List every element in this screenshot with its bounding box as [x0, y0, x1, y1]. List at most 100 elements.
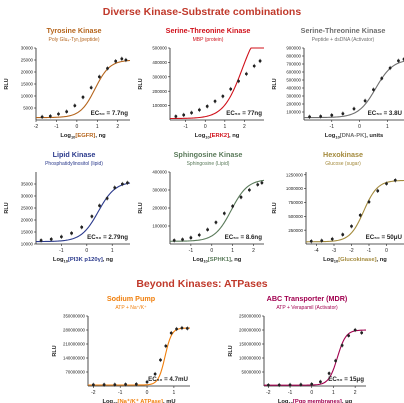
chart-hexokinase: Hexokinase Glucose (sugar) -4 -3 -2 -1 0 250000… [272, 150, 404, 264]
x-tick-label: 0 [385, 248, 388, 254]
data-point [244, 72, 248, 76]
data-point [309, 239, 313, 243]
y-tick-label: 200000 [152, 206, 167, 211]
x-axis-label-highlight: [Pgp membranes] [293, 399, 342, 403]
x-axis-label-highlight: [ERK2] [210, 133, 229, 139]
y-tick-label: 20000 [21, 70, 34, 75]
data-point [288, 383, 292, 387]
chart-title: Lipid Kinase [53, 150, 96, 159]
data-point [175, 327, 178, 331]
data-point [247, 188, 251, 192]
y-tick-label: 300000 [152, 188, 167, 193]
y-tick-label: 500000 [288, 214, 303, 219]
x-axis-label-suffix: , ng [229, 133, 240, 139]
x-axis-label: Log10[Pgp membranes], μg [278, 399, 353, 403]
chart-sodium-pump: Sodium Pump ATP + Na⁺/K⁺ -2 -1 0 1 70000000 140… [52, 294, 191, 403]
x-axis-label: Log10[Glucokinase], ng [323, 257, 387, 264]
x-tick-label: 0 [210, 248, 213, 254]
chart-title: Tyrosine Kinase [47, 26, 102, 35]
data-point [239, 195, 243, 199]
chart-subtitle: Sphingosine (Lipid) [187, 161, 230, 167]
data-point [330, 113, 334, 117]
y-tick-label: 250000000 [239, 314, 262, 319]
data-point [319, 380, 322, 384]
data-point [363, 99, 367, 103]
data-point [237, 79, 240, 83]
y-axis-label: RLU [272, 78, 278, 89]
x-tick-label: -1 [367, 248, 372, 254]
data-point [97, 75, 101, 79]
fit-curve [306, 179, 404, 243]
x-tick-label: -1 [189, 248, 194, 254]
x-tick-label: 2 [354, 390, 357, 396]
data-point [89, 86, 93, 89]
data-point [181, 238, 184, 241]
y-axis-label: RLU [272, 202, 278, 213]
x-axis-label-prefix: Log [195, 133, 206, 139]
data-point [124, 383, 127, 386]
y-tick-label: 1250000 [286, 172, 304, 177]
chart-subtitle: ATP + Verapamil (Activator) [276, 305, 338, 311]
x-tick-label: 1 [96, 124, 99, 130]
y-tick-label: 15000 [21, 82, 34, 87]
x-tick-label: -3 [332, 248, 337, 254]
y-tick-label: 10000 [21, 94, 34, 99]
x-axis-label-prefix: Log [325, 133, 336, 139]
x-axis-label-highlight: [Glucokinase] [338, 257, 376, 263]
ec50-annotation: EC₅₀ = 77ng [226, 110, 262, 117]
data-point [124, 58, 128, 62]
x-tick-label: -2 [34, 124, 39, 130]
data-point [277, 383, 281, 387]
data-point [120, 182, 124, 186]
data-point [180, 326, 184, 330]
y-tick-label: 600000 [286, 70, 301, 75]
data-point [174, 115, 178, 118]
y-tick-label: 280000000 [63, 328, 86, 333]
chart-serine-threonine-dnapk: Serine-Threonine Kinase Peptide + dsDNA (… [272, 26, 404, 140]
x-axis-label-subscript: 10 [113, 401, 118, 403]
ec50-annotation: EC₅₀ = 2.79ng [87, 234, 128, 241]
data-point [341, 233, 345, 236]
x-tick-label: -1 [59, 248, 64, 254]
data-point [40, 115, 44, 119]
x-axis-label: Log10[DNA-PK], units [325, 133, 384, 140]
data-point [172, 239, 176, 242]
x-axis-label-subscript: 10 [335, 135, 340, 140]
data-point [319, 115, 323, 118]
chart-abc-transporter: ABC Transporter (MDR) ATP + Verapamil (Ac… [228, 294, 367, 403]
fit-curve [170, 179, 265, 242]
chart-title: ABC Transporter (MDR) [267, 294, 348, 303]
y-axis-label: RLU [138, 78, 144, 89]
x-tick-label: -4 [314, 248, 319, 254]
x-axis-label-suffix: , ng [103, 257, 114, 263]
data-point [213, 99, 217, 103]
x-axis-label-suffix: , ng [377, 257, 388, 263]
data-point [65, 110, 69, 113]
ec50-annotation: EC₅₀ = 50μU [366, 234, 403, 241]
data-point [90, 215, 94, 218]
y-tick-label: 35000 [21, 182, 34, 187]
section-title-kinases: Diverse Kinase-Substrate combinations [102, 6, 302, 18]
x-axis-label: Log10[PI3K p120γ], ng [53, 257, 114, 264]
x-axis-label: Log10[ERK2], ng [195, 133, 240, 140]
x-axis-label-subscript: 10 [203, 259, 208, 264]
chart-title: Sphingosine Kinase [174, 150, 243, 159]
y-axis-label: RLU [138, 202, 144, 213]
data-point [308, 115, 311, 119]
x-axis-label-highlight: [EGFR] [75, 133, 95, 139]
chart-title: Sodium Pump [107, 294, 156, 303]
data-point [341, 112, 345, 115]
ec50-annotation: EC₅₀ = 4.7mU [148, 376, 188, 383]
y-axis-label: RLU [228, 345, 234, 356]
data-point [48, 114, 52, 118]
data-point [70, 231, 73, 235]
y-tick-label: 200000 [286, 102, 301, 107]
y-tick-label: 5000 [23, 106, 33, 111]
chart-subtitle: Peptide + dsDNA (Activator) [312, 37, 375, 43]
data-point [372, 88, 375, 91]
data-point [231, 204, 235, 208]
data-point [388, 66, 392, 70]
ec50-annotation: EC₅₀ = 8.6ng [225, 234, 263, 241]
data-point [91, 383, 95, 387]
x-tick-label: 0 [85, 248, 88, 254]
